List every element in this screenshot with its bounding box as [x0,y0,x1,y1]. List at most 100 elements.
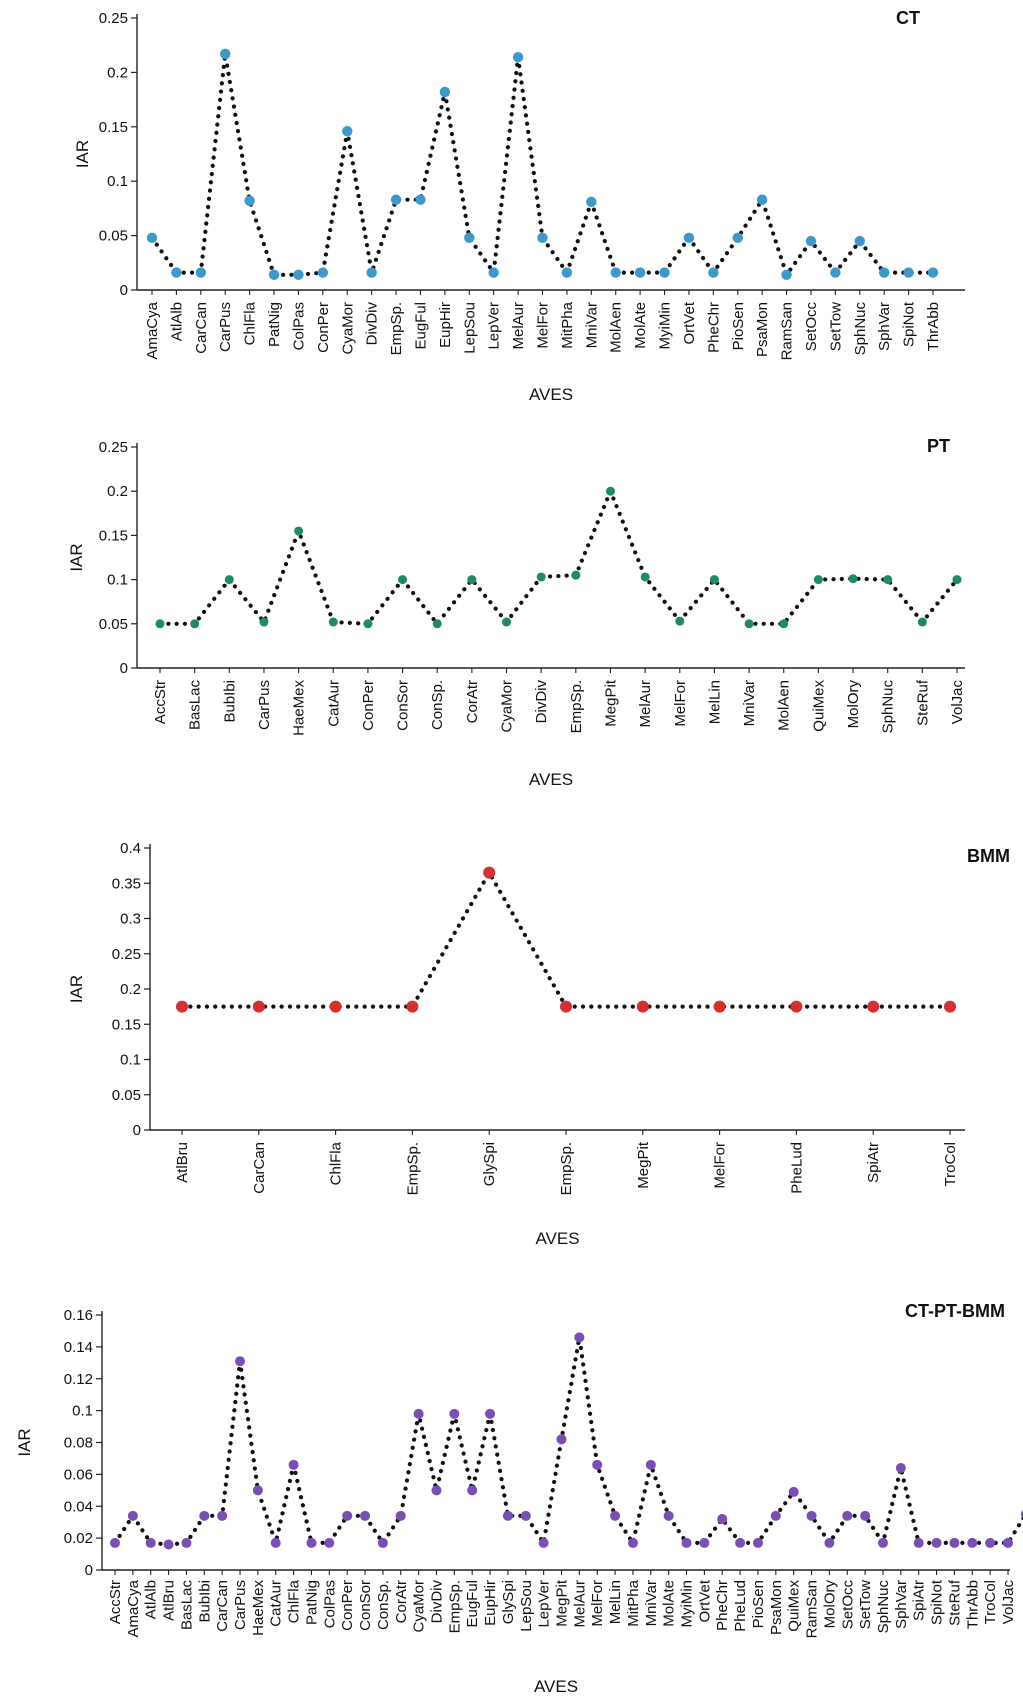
data-point [770,1510,781,1521]
x-tick-label: EmpSp. [446,1580,463,1633]
x-tick-label: VolJac [949,680,966,725]
x-tick-label: CyaMor [339,302,356,355]
data-point [744,619,754,629]
y-tick-label: 0.25 [99,10,128,27]
data-point [537,232,548,243]
data-point [363,619,373,629]
chart-title: CT [896,8,920,28]
y-tick-label: 0.12 [64,1371,93,1388]
data-point [467,1485,478,1496]
y-tick-label: 0.15 [99,119,128,136]
x-tick-label: SteRuf [914,679,931,726]
data-point [903,267,914,278]
y-tick-label: 0.04 [64,1498,93,1515]
x-tick-label: ChlFla [242,301,259,345]
data-point [634,267,646,278]
x-tick-label: HaeMex [291,680,308,736]
x-tick-label: SphNuc [852,302,869,356]
x-tick-label: CarPus [256,680,273,730]
x-tick-label: RamSan [779,302,796,360]
data-point [329,1000,342,1013]
x-tick-label: MelAur [510,302,527,350]
x-tick-label: PheLud [788,1142,805,1194]
y-tick-label: 0.1 [120,1052,141,1069]
x-tick-label: MitPha [625,1579,642,1626]
y-tick-label: 0.02 [64,1530,93,1547]
data-point [270,1537,281,1548]
x-tick-label: CatAur [325,680,342,727]
y-tick-label: 0 [120,282,128,299]
x-tick-label: ColPas [290,302,307,350]
x-tick-label: ConPer [360,680,377,731]
x-tick-label: BubIbi [221,680,238,723]
x-tick-label: SpiAtr [911,1580,928,1621]
x-tick-label: MegPit [602,679,619,727]
x-tick-label: BasLac [187,680,204,731]
y-axis-title: IAR [67,975,86,1003]
x-tick-label: AccStr [107,1580,124,1624]
data-point [163,1539,174,1550]
x-tick-label: DivDiv [428,1580,445,1624]
x-tick-label: SphVar [876,302,893,351]
x-tick-label: PatNig [266,302,283,347]
x-tick-label: MelFor [535,302,552,349]
x-tick-label: MyiMin [679,1580,696,1628]
data-point [781,269,792,280]
x-tick-label: ConPer [339,1580,356,1631]
x-tick-label: ChlFla [286,1579,303,1623]
data-point [288,1459,299,1470]
x-tick-label: CarCan [193,302,210,354]
data-point [395,1510,406,1521]
data-point [366,267,377,278]
data-point [464,232,475,243]
data-point [605,486,615,496]
x-tick-label: ConSor [357,1580,374,1631]
x-tick-label: MolOry [821,1580,838,1629]
x-tick-label: MolAte [632,302,649,349]
data-point [713,1000,726,1013]
data-point [252,1485,263,1496]
x-tick-label: CarPus [232,1580,249,1630]
data-point [195,267,207,278]
x-tick-label: PatNig [303,1580,320,1625]
x-tick-label: MniVar [643,1580,660,1626]
data-point [824,1537,835,1548]
y-tick-label: 0.1 [72,1403,93,1420]
data-point [944,1000,956,1013]
x-tick-label: AtlBru [161,1580,178,1621]
y-tick-label: 0.15 [99,527,128,544]
x-tick-label: PheChr [705,302,722,353]
x-tick-label: MelLin [607,1580,624,1624]
x-tick-label: MelFor [712,1142,729,1189]
data-point [735,1537,746,1548]
data-point [732,232,743,243]
x-tick-label: HaeMex [250,1580,267,1636]
x-tick-label: SetOcc [839,1580,856,1630]
data-point [235,1356,246,1367]
x-tick-label: CarCan [251,1142,268,1194]
data-point [805,235,817,247]
x-tick-label: MolOry [845,680,862,729]
data-point [145,1537,156,1548]
x-tick-label: QuiMex [810,680,827,732]
x-tick-label: SpiNot [929,1579,946,1625]
data-point [949,1537,960,1548]
series-line [112,1335,1023,1547]
y-tick-label: 0 [133,1122,141,1139]
x-tick-label: LepSou [461,302,478,354]
data-point [155,619,165,629]
data-point [146,232,158,243]
x-tick-label: EupHir [437,302,454,348]
data-point [110,1537,120,1548]
y-tick-label: 0.3 [120,911,141,928]
data-point [342,125,353,137]
data-point [610,267,621,278]
data-point [294,526,304,536]
x-axis-title: AVES [529,770,573,789]
data-point [483,866,496,879]
x-tick-label: SetOcc [803,302,820,352]
x-tick-label: CorAtr [464,680,481,723]
data-point [790,1000,803,1013]
x-tick-label: MolAen [776,680,793,731]
x-tick-label: MelAur [637,680,654,728]
